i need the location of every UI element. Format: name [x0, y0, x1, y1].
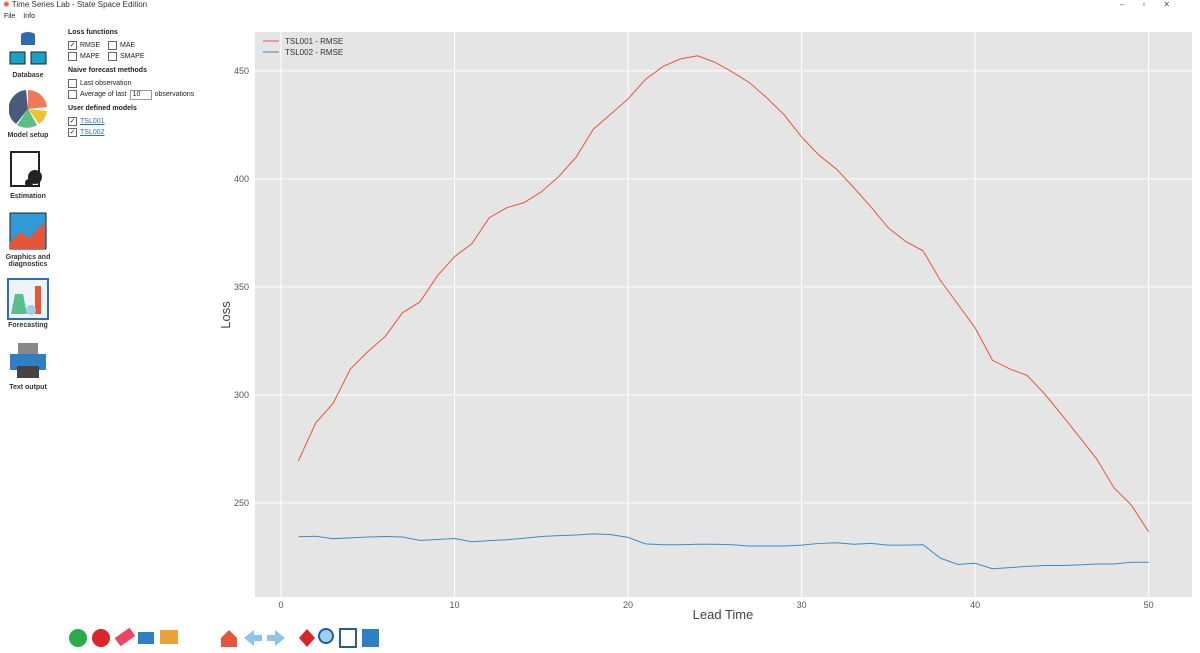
monitor-button[interactable]: [160, 630, 178, 644]
loss-option: SMAPE: [108, 51, 168, 62]
estimation-icon: [10, 151, 42, 187]
naive-option: Last observation: [68, 78, 208, 89]
group-title: Naive forecast methods: [68, 67, 147, 74]
y-tick-label: 400: [234, 174, 249, 184]
nav-database[interactable]: Database: [0, 30, 56, 79]
option-label: SMAPE: [120, 53, 145, 60]
y-tick-label: 300: [234, 390, 249, 400]
nav-label: Estimation: [10, 193, 46, 200]
nav-label: Text output: [9, 384, 47, 391]
loss-option: ✓ RMSE: [68, 40, 108, 51]
window-controls[interactable]: –▫✕: [1120, 0, 1188, 9]
model-option: ✓ TSL002: [68, 127, 208, 138]
y-axis-label: Loss: [218, 301, 233, 329]
checkbox[interactable]: ✓: [68, 128, 77, 137]
x-tick-label: 20: [623, 600, 633, 610]
forward-button[interactable]: [267, 630, 285, 646]
plot-background: [255, 32, 1192, 597]
loss-option: MAPE: [68, 51, 108, 62]
chart: Loss Lead Time 250 300 350 400 450 0 10 20 30 40 5…: [218, 32, 1192, 622]
nav-estimation[interactable]: Estimation: [0, 151, 56, 200]
save-button[interactable]: [362, 629, 379, 647]
toolbar: [69, 627, 379, 648]
checkbox[interactable]: ✓: [68, 41, 77, 50]
option-label: RMSE: [80, 42, 101, 49]
options-panel: Loss functions ✓ RMSE MAE MAPE SMAPE Naive for…: [68, 28, 208, 138]
x-tick-label: 30: [797, 600, 807, 610]
y-tick-label: 450: [234, 66, 249, 76]
model-link[interactable]: TSL002: [80, 129, 105, 136]
menu-item[interactable]: File: [4, 13, 16, 20]
y-tick-label: 350: [234, 282, 249, 292]
power-off-button[interactable]: [92, 629, 110, 647]
option-label: observations: [154, 91, 195, 98]
database-icon: [9, 32, 47, 65]
group-title: User defined models: [68, 105, 137, 112]
nav-label: Model setup: [7, 132, 49, 139]
series-line: [298, 533, 1149, 570]
series-line: [297, 55, 1150, 533]
nav-label: Graphics and diagnostics: [5, 254, 51, 268]
option-label: MAPE: [80, 53, 100, 60]
x-tick-label: 40: [970, 600, 980, 610]
x-tick-label: 50: [1144, 600, 1154, 610]
option-label: Last observation: [80, 80, 132, 87]
zoom-button[interactable]: [318, 628, 334, 644]
pie-icon: [8, 89, 47, 128]
legend-label: TSL002 - RMSE: [285, 48, 343, 57]
checkbox[interactable]: [108, 52, 117, 61]
print-button[interactable]: [138, 632, 154, 644]
power-on-button[interactable]: [69, 629, 87, 647]
app-icon: ✺: [3, 0, 10, 9]
configure-button[interactable]: [339, 628, 357, 648]
nav-graphics[interactable]: Graphics and diagnostics: [0, 212, 56, 268]
option-label: MAE: [120, 42, 136, 49]
checkbox[interactable]: [68, 52, 77, 61]
menu-bar: File Info: [0, 13, 39, 23]
eraser-button[interactable]: [114, 627, 136, 647]
option-label: Average of last: [80, 91, 127, 98]
nav-text-output[interactable]: Text output: [0, 342, 56, 391]
model-option: ✓ TSL001: [68, 116, 208, 127]
naive-option: Average of last 10 observations: [68, 89, 208, 100]
forecasting-icon: [7, 278, 49, 320]
x-tick-label: 0: [279, 600, 284, 610]
y-tick-label: 250: [234, 498, 249, 508]
back-button[interactable]: [244, 630, 262, 646]
spinbox[interactable]: 10: [129, 89, 152, 100]
graphics-icon: [9, 212, 47, 250]
x-tick-label: 10: [450, 600, 460, 610]
home-button[interactable]: [221, 630, 237, 647]
loss-option: MAE: [108, 40, 168, 51]
loss-grid: ✓ RMSE MAE MAPE SMAPE: [68, 40, 208, 62]
menu-item[interactable]: Info: [23, 13, 35, 20]
nav-label: Forecasting: [8, 322, 48, 329]
nav-label: Database: [12, 72, 44, 79]
nav-model-setup[interactable]: Model setup: [0, 89, 56, 139]
window-title: Time Series Lab - State Space Edition: [11, 0, 148, 9]
title-bar: ✺ Time Series Lab - State Space Edition …: [0, 0, 1200, 13]
checkbox[interactable]: ✓: [68, 117, 77, 126]
checkbox[interactable]: [108, 41, 117, 50]
group-title: Loss functions: [68, 29, 118, 36]
model-link[interactable]: TSL001: [80, 118, 105, 125]
checkbox[interactable]: [68, 90, 77, 99]
checkbox[interactable]: [68, 79, 77, 88]
nav-forecasting[interactable]: Forecasting: [0, 278, 56, 329]
pan-button[interactable]: [299, 629, 315, 647]
x-axis-label: Lead Time: [693, 607, 754, 622]
legend-label: TSL001 - RMSE: [285, 37, 343, 46]
printer-icon: [10, 343, 46, 378]
